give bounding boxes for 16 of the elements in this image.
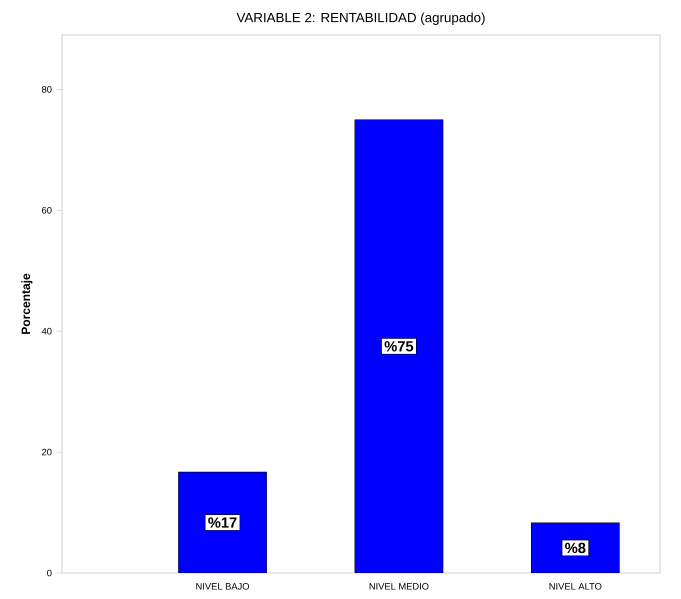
- bar: [354, 119, 444, 573]
- y-tick-label: 60: [42, 207, 52, 214]
- y-tick-label: 20: [42, 448, 52, 456]
- y-tick-label: 0: [47, 570, 52, 576]
- y-axis-title: Porcentaje: [21, 274, 32, 334]
- y-tick-label: 80: [42, 86, 52, 93]
- x-tick-label: NIVEL ALTO: [550, 583, 602, 590]
- y-tick-label: 40: [42, 328, 52, 334]
- data-label: %17: [208, 517, 237, 528]
- data-label: %75: [384, 341, 414, 352]
- bar: [530, 522, 620, 573]
- x-tick-label: NIVEL MEDIO: [370, 583, 429, 590]
- bar: [178, 472, 267, 573]
- x-tick-label: NIVEL BAJO: [196, 583, 250, 590]
- chart-title: VARIABLE 2: RENTABILIDAD (agrupado): [236, 12, 485, 25]
- data-label: %8: [565, 542, 586, 554]
